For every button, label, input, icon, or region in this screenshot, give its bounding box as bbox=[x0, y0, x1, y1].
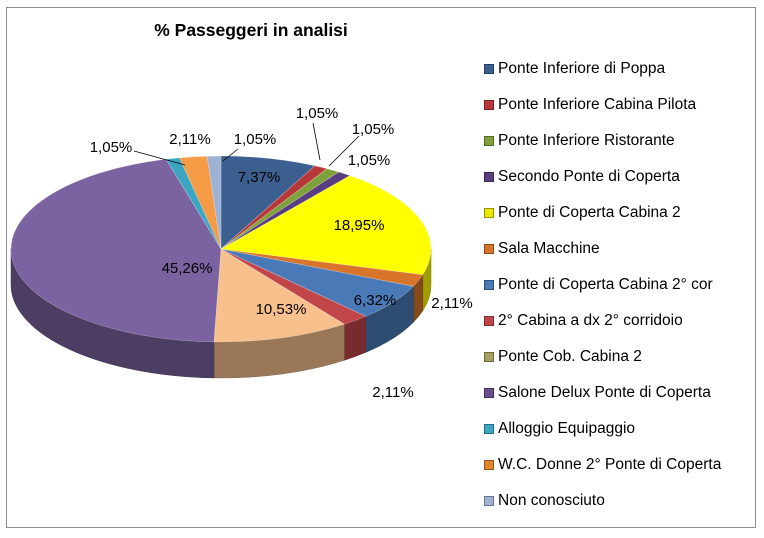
pie-side-walls bbox=[10, 248, 432, 379]
legend-swatch bbox=[484, 388, 494, 398]
pie-slice-13 bbox=[206, 155, 222, 250]
data-label-13: 1,05% bbox=[234, 131, 277, 148]
pie-slice-4 bbox=[220, 171, 351, 250]
legend-swatch bbox=[484, 172, 494, 182]
data-label-8: 2,11% bbox=[372, 384, 413, 401]
pie-slice-9 bbox=[213, 248, 346, 343]
pie-slice-1 bbox=[220, 155, 316, 250]
data-labels: 7,37% 1,05% 1,05% 1,05% 18,95% 2,11% 6,32% 2,11… bbox=[90, 105, 473, 401]
data-label-1: 7,37% bbox=[238, 169, 281, 186]
pie-slice-8 bbox=[220, 248, 367, 325]
legend-swatch bbox=[484, 352, 494, 362]
legend-label: Sala Macchine bbox=[498, 240, 600, 257]
legend-swatch bbox=[484, 496, 494, 506]
pie-slice-12 bbox=[179, 155, 222, 250]
pie-slice-10 bbox=[10, 158, 222, 343]
pie-chart: 7,37% 1,05% 1,05% 1,05% 18,95% 2,11% 6,32% 2,11… bbox=[10, 105, 473, 401]
leader-line-3 bbox=[328, 135, 360, 167]
legend-label: W.C. Donne 2° Ponte di Coperta bbox=[498, 456, 722, 473]
data-label-6: 2,11% bbox=[431, 295, 472, 312]
chart-title: % Passeggeri in analisi bbox=[154, 20, 348, 40]
legend-swatch bbox=[484, 460, 494, 470]
chart-frame: % Passeggeri in analisi 7,37% 1,05% 1,05% 1… bbox=[6, 7, 756, 528]
legend-swatch bbox=[484, 424, 494, 434]
data-label-5: 18,95% bbox=[334, 217, 385, 234]
legend-swatch bbox=[484, 64, 494, 74]
leader-line-2 bbox=[312, 122, 321, 161]
leader-line-13 bbox=[222, 148, 239, 162]
legend-label: Ponte Cob. Cabina 2 bbox=[498, 348, 642, 365]
legend-swatch bbox=[484, 280, 494, 290]
data-label-10: 45,26% bbox=[162, 260, 213, 277]
data-label-11: 1,05% bbox=[90, 139, 133, 156]
legend-label: Ponte Inferiore Ristorante bbox=[498, 132, 675, 149]
legend-label: 2° Cabina a dx 2° corridoio bbox=[498, 312, 683, 329]
legend-swatch bbox=[484, 244, 494, 254]
pie-slice-7 bbox=[220, 248, 414, 317]
data-label-9: 10,53% bbox=[256, 301, 307, 318]
legend-label: Salone Delux Ponte di Coperta bbox=[498, 384, 711, 401]
legend-label: Ponte Inferiore di Poppa bbox=[498, 60, 666, 77]
pie-slice-3 bbox=[220, 168, 340, 250]
legend-swatch bbox=[484, 100, 494, 110]
data-label-4: 1,05% bbox=[348, 152, 391, 169]
legend-label: Ponte di Coperta Cabina 2 bbox=[498, 204, 681, 221]
legend-swatch bbox=[484, 316, 494, 326]
pie-slice-5 bbox=[220, 175, 432, 276]
legend-label: Secondo Ponte di Coperta bbox=[498, 168, 680, 185]
data-label-3: 1,05% bbox=[352, 121, 395, 138]
legend-label: Ponte di Coperta Cabina 2° cor bbox=[498, 276, 713, 293]
data-label-2: 1,05% bbox=[296, 105, 339, 122]
legend-label: Alloggio Equipaggio bbox=[498, 420, 636, 437]
data-label-12: 2,11% bbox=[169, 131, 210, 148]
pie-slices bbox=[10, 155, 432, 343]
legend-swatch bbox=[484, 136, 494, 146]
pie-slice-2 bbox=[220, 165, 328, 250]
legend-label: Non conosciuto bbox=[498, 492, 605, 509]
pie-slice-11 bbox=[165, 157, 222, 250]
legend-swatch bbox=[484, 208, 494, 218]
pie-slice-6 bbox=[220, 248, 424, 287]
data-label-7: 6,32% bbox=[354, 292, 397, 309]
leader-line-11 bbox=[133, 150, 186, 166]
legend-label: Ponte Inferiore Cabina Pilota bbox=[498, 96, 697, 113]
